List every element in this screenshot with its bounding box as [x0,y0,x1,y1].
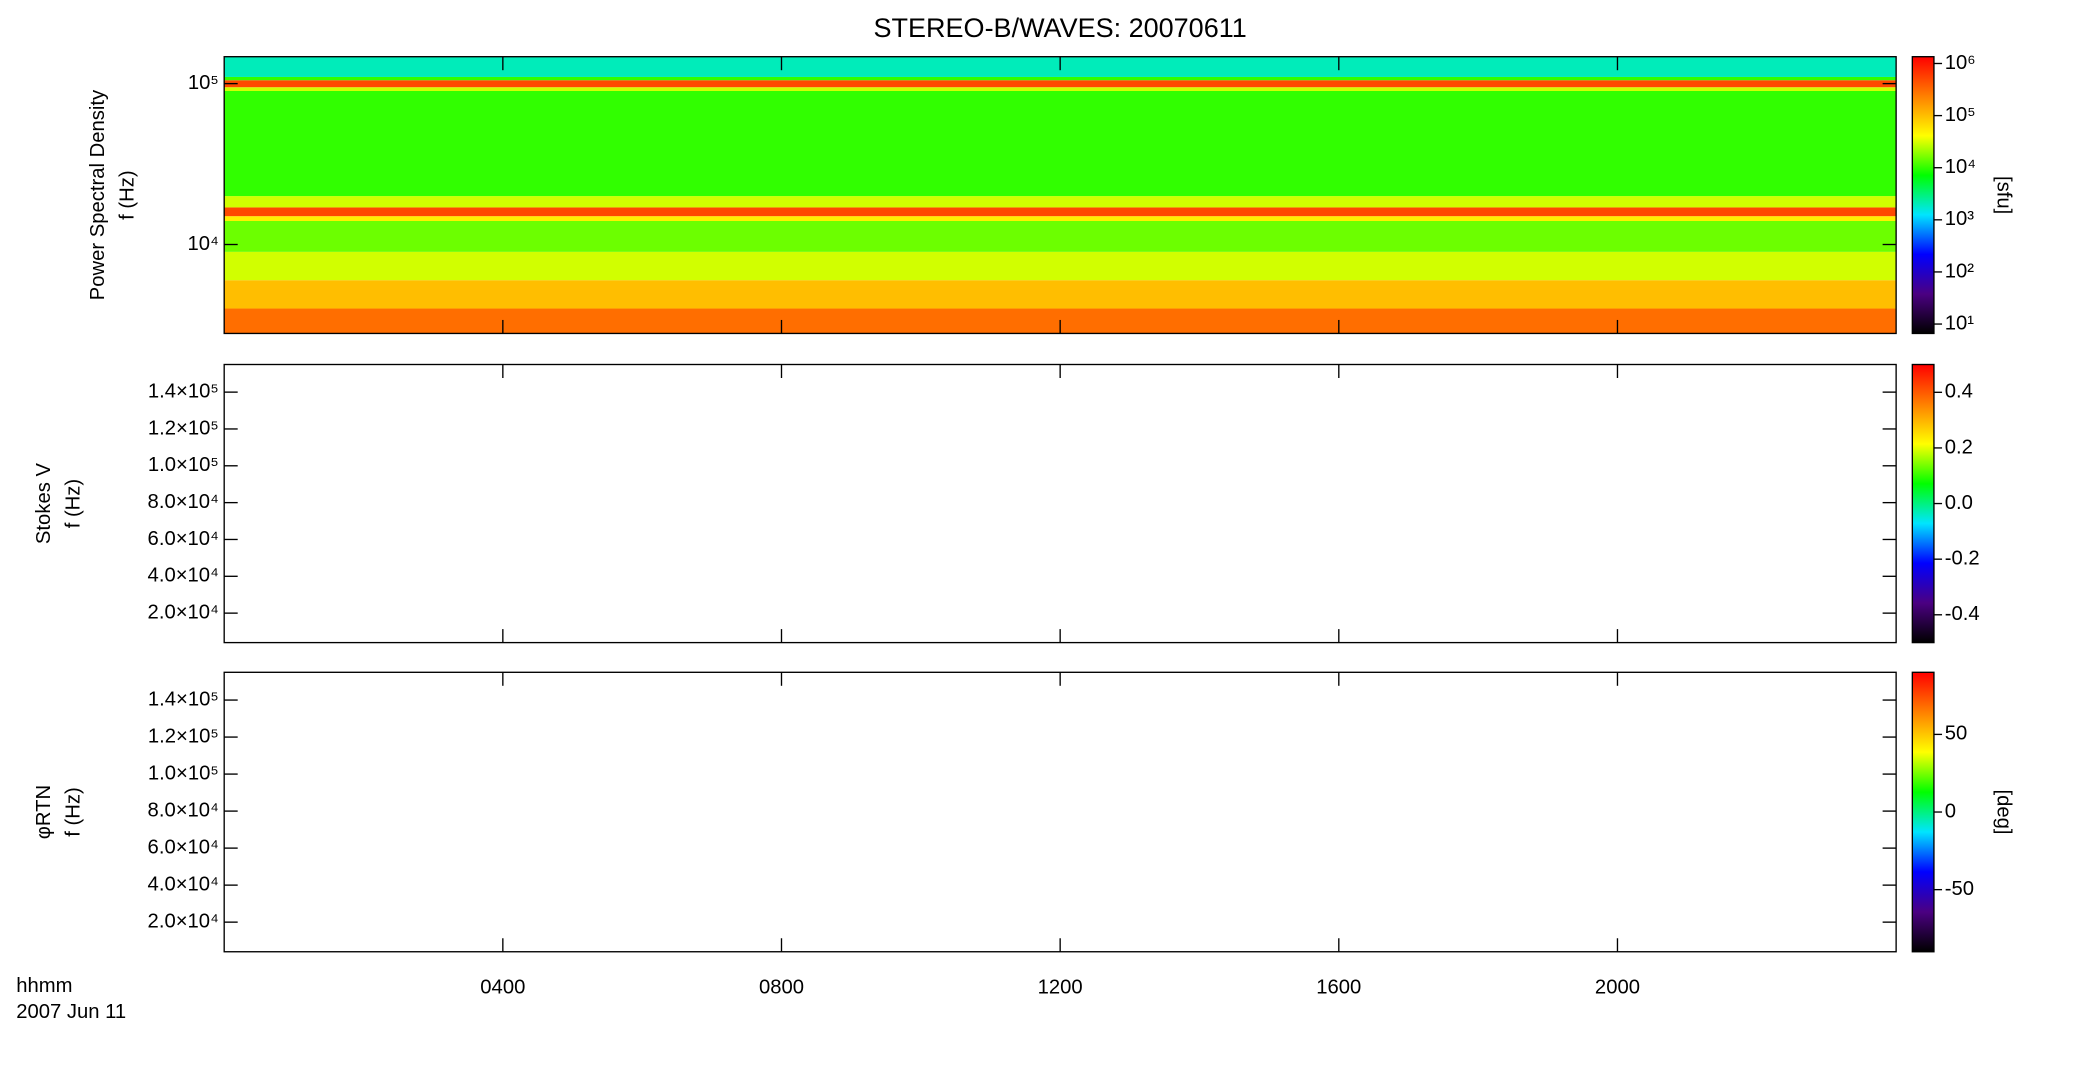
y-tick-label: 10⁴ [188,233,219,255]
y-tick-label: 8.0×10⁴ [148,799,219,821]
colorbar-tick-label: 10⁴ [1945,156,1976,178]
y-tick-label: 6.0×10⁴ [148,836,219,858]
colorbar-tick-label: 0 [1945,800,1956,822]
heatmap-cell [224,80,1897,88]
chart-title: STEREO-B/WAVES: 20070611 [874,13,1247,43]
heatmap-cell [224,90,1897,197]
y-tick-label: 1.4×10⁵ [148,380,219,402]
heatmap-cell [224,76,1897,81]
colorbar-tick-label: 10³ [1945,208,1975,230]
colorbar-tick-label: 50 [1945,723,1968,745]
y-tick-label: 1.4×10⁵ [148,688,219,710]
y-tick-label: 4.0×10⁴ [148,873,219,895]
colorbar-tick-label: 0.0 [1945,492,1973,514]
y-tick-label: 10⁵ [188,72,219,94]
heatmap-cell [224,196,1897,208]
colorbar-tick-label: 10⁵ [1945,104,1976,126]
heatmap-cell [224,87,1897,91]
plot-frame [223,671,1897,953]
colorbar [1911,363,1935,644]
colorbar-label: [sfu] [1992,176,2014,214]
x-tick-label: 1600 [1316,977,1361,999]
y-tick-label: 8.0×10⁴ [148,491,219,513]
colorbar-tick-label: 10¹ [1945,312,1975,334]
heatmap-cell [224,280,1897,309]
y-axis-label: Stokes V [33,463,55,545]
colorbar-tick-label: 10² [1945,260,1975,282]
x-axis-label: hhmm [16,975,72,997]
x-tick-label: 0800 [759,977,804,999]
y-axis-label: f (Hz) [63,787,85,836]
colorbar-tick-label: 0.4 [1945,381,1973,403]
y-tick-label: 1.0×10⁵ [148,454,219,476]
y-axis-label: Power Spectral Density [87,89,109,300]
y-tick-label: 4.0×10⁴ [148,565,219,587]
heatmap-cell [224,216,1897,221]
y-tick-label: 6.0×10⁴ [148,528,219,550]
heatmap-cell [224,220,1897,252]
y-axis-label: f (Hz) [63,479,85,528]
colorbar-tick-label: -0.4 [1945,603,1980,625]
colorbar [1911,671,1935,953]
plot-frame [223,363,1897,644]
y-tick-label: 2.0×10⁴ [148,601,219,623]
colorbar-tick-label: 0.2 [1945,436,1973,458]
colorbar-tick-label: -0.2 [1945,548,1980,570]
heatmap-cell [224,207,1897,217]
y-tick-label: 1.2×10⁵ [148,725,219,747]
x-tick-label: 0400 [480,977,525,999]
y-axis-label: f (Hz) [117,170,139,219]
colorbar [1911,56,1935,335]
x-tick-label: 1200 [1038,977,1083,999]
x-tick-label: 2000 [1595,977,1640,999]
y-tick-label: 1.0×10⁵ [148,762,219,784]
colorbar-tick-label: 10⁶ [1945,52,1976,74]
y-tick-label: 1.2×10⁵ [148,417,219,439]
colorbar-label: [deg] [1992,790,2014,835]
x-axis-label: 2007 Jun 11 [16,1001,126,1023]
y-tick-label: 2.0×10⁴ [148,910,219,932]
y-axis-label: φRTN [33,785,55,839]
heatmap-cell [224,251,1897,281]
colorbar-tick-label: -50 [1945,878,1974,900]
